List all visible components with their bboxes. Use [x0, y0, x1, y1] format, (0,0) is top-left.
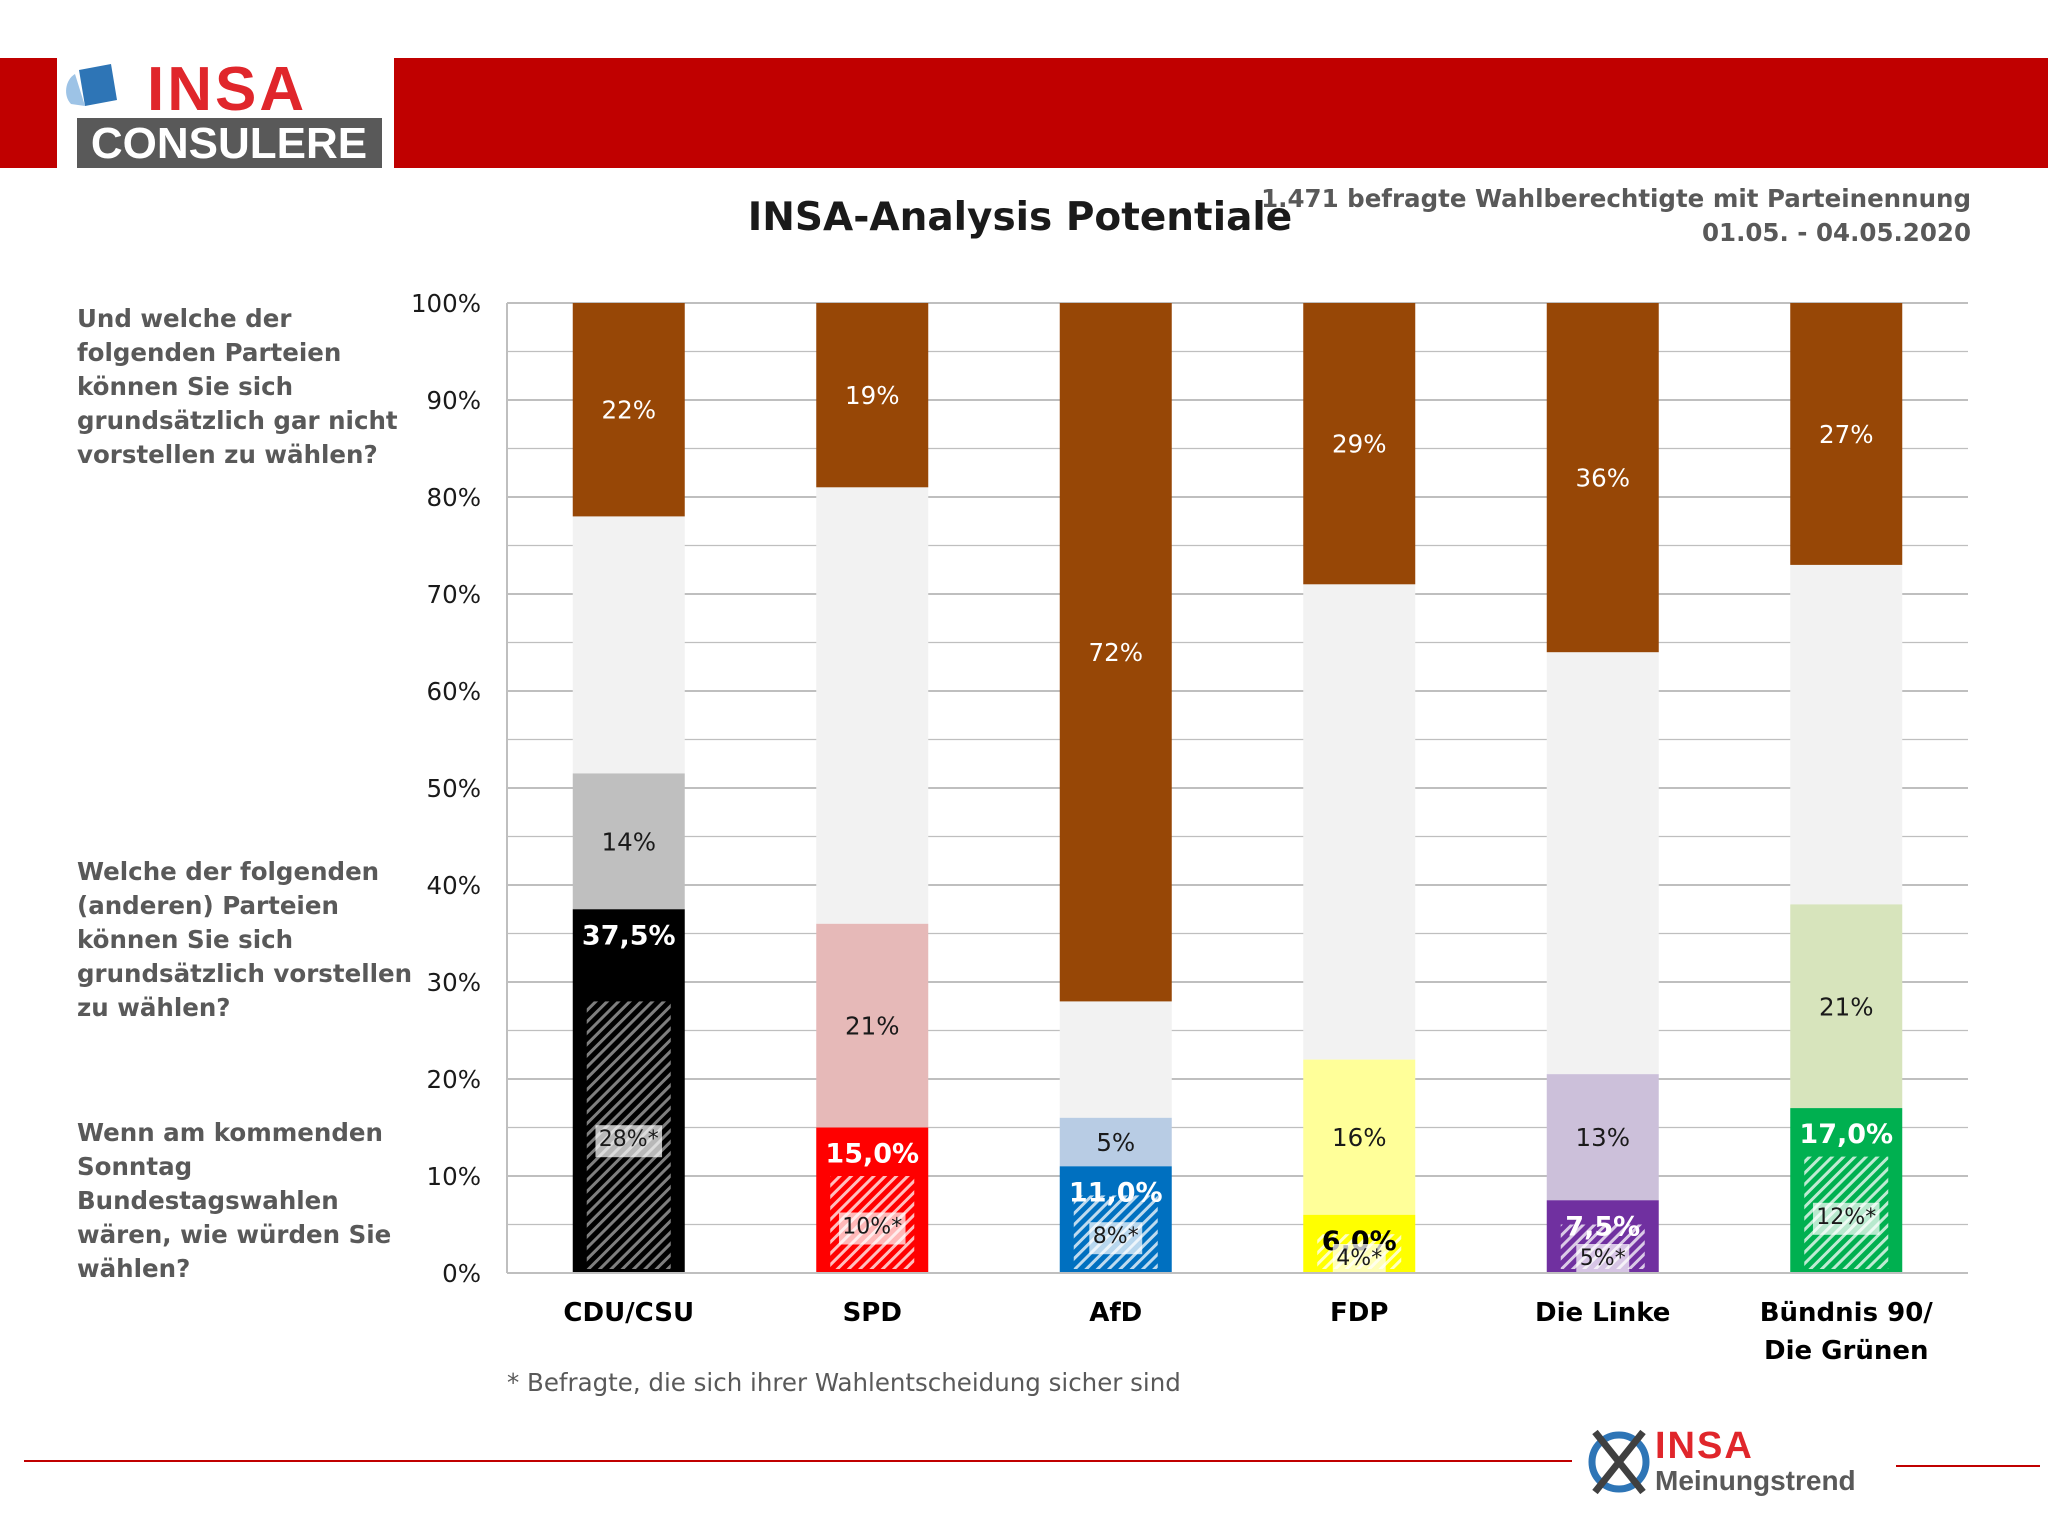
- logo-consulere-text: CONSULERE: [91, 119, 367, 168]
- label-vote: 15,0%: [825, 1139, 919, 1170]
- insa-meinungstrend-logo: INSA Meinungstrend: [1585, 1422, 1885, 1502]
- y-tick-label: 0%: [442, 1259, 481, 1288]
- bar-segment-could-vote: [1790, 904, 1903, 1109]
- bar-segment-could-vote: [572, 773, 685, 910]
- label-could-vote: 21%: [845, 1012, 899, 1041]
- x-category-label: Die Linke: [1535, 1298, 1670, 1328]
- question-could-vote: Welche der folgenden (anderen) Parteien …: [77, 857, 413, 1022]
- bar-segment-undecided: [816, 487, 929, 924]
- respondents-text: 1.471 befragte Wahlberechtigte mit Parte…: [1261, 184, 1971, 213]
- bar-segment-not-vote: [1059, 303, 1172, 1002]
- footer-line-right: [1896, 1465, 2040, 1467]
- label-could-vote: 16%: [1332, 1123, 1386, 1152]
- label-vote: 7,5%: [1565, 1211, 1640, 1242]
- y-tick-label: 70%: [427, 580, 481, 609]
- x-category-label: Die Grünen: [1764, 1336, 1929, 1366]
- bar-segment-not-vote: [1546, 303, 1659, 653]
- bar-segment-could-vote: [1546, 1074, 1659, 1201]
- footer-line-left: [24, 1460, 1572, 1462]
- bar-segment-could-vote: [1059, 1117, 1172, 1167]
- label-sure-voters: 28%*: [599, 1127, 659, 1152]
- logo-insa-text: INSA: [147, 58, 307, 124]
- label-sure-voters-box: [1089, 1222, 1143, 1255]
- bar-segment-not-vote: [572, 303, 685, 517]
- y-tick-label: 40%: [427, 871, 481, 900]
- y-tick-label: 60%: [427, 677, 481, 706]
- y-tick-label: 90%: [427, 386, 481, 415]
- insa-consulere-logo: INSA CONSULERE: [57, 58, 394, 174]
- label-could-vote: 21%: [1819, 992, 1873, 1021]
- bar-segment-could-vote: [1303, 1059, 1416, 1215]
- label-sure-voters-box: [1576, 1244, 1630, 1276]
- label-not-vote: 29%: [1332, 430, 1386, 459]
- bar-segment-undecided: [1546, 652, 1659, 1075]
- question-not-vote: Und welche der folgenden Parteien können…: [77, 304, 398, 469]
- bar-segment-undecided: [1303, 584, 1416, 1060]
- footer-insa-text: INSA: [1655, 1425, 1754, 1467]
- y-tick-label: 10%: [427, 1162, 481, 1191]
- label-sure-voters-box: [1332, 1244, 1386, 1276]
- x-category-label: FDP: [1330, 1298, 1388, 1328]
- date-range-text: 01.05. - 04.05.2020: [1701, 218, 1971, 247]
- label-not-vote: 27%: [1819, 420, 1873, 449]
- y-tick-label: 30%: [427, 968, 481, 997]
- label-sure-voters-box: [838, 1212, 906, 1245]
- label-sure-voters: 5%*: [1580, 1246, 1626, 1271]
- label-sure-voters: 10%*: [842, 1215, 902, 1240]
- label-vote: 17,0%: [1799, 1119, 1893, 1150]
- x-category-label: AfD: [1089, 1298, 1142, 1328]
- chart-title: INSA-Analysis Potentiale: [747, 195, 1293, 240]
- question-sunday: Wenn am kommenden Sonntag Bundestagswahl…: [77, 1118, 392, 1283]
- x-category-label: CDU/CSU: [563, 1298, 694, 1328]
- footer-meinungstrend-text: Meinungstrend: [1655, 1465, 1856, 1496]
- survey-meta: 1.471 befragte Wahlberechtigte mit Parte…: [1261, 182, 1971, 250]
- y-tick-label: 20%: [427, 1065, 481, 1094]
- footnote: * Befragte, die sich ihrer Wahlentscheid…: [507, 1368, 1181, 1397]
- label-could-vote: 14%: [602, 827, 656, 856]
- label-vote: 11,0%: [1069, 1177, 1163, 1208]
- label-not-vote: 19%: [845, 381, 899, 410]
- label-sure-voters-box: [1812, 1202, 1880, 1235]
- bar-segment-could-vote: [816, 923, 929, 1128]
- label-could-vote: 13%: [1576, 1123, 1630, 1152]
- label-could-vote: 5%: [1096, 1128, 1135, 1157]
- bar-segment-undecided: [1790, 564, 1903, 905]
- y-tick-label: 50%: [427, 774, 481, 803]
- y-tick-label: 100%: [411, 289, 481, 318]
- bar-segment-undecided: [1059, 1001, 1172, 1118]
- bar-segment-undecided: [572, 516, 685, 774]
- label-vote: 37,5%: [582, 920, 676, 951]
- stacked-bar-chart: 0% 10% 20% 30% 40% 50% 60% 70% 80% 90% 100% 22% 14% 3…: [411, 289, 1968, 1366]
- label-not-vote: 22%: [602, 396, 656, 425]
- label-sure-voters: 12%*: [1816, 1205, 1876, 1230]
- x-category-label: SPD: [843, 1298, 902, 1328]
- label-not-vote: 72%: [1089, 638, 1143, 667]
- bar-segment-not-vote: [816, 303, 929, 488]
- y-tick-label: 80%: [427, 483, 481, 512]
- x-category-label: Bündnis 90/: [1760, 1298, 1934, 1328]
- label-sure-voters: 8%*: [1093, 1224, 1139, 1249]
- bar-segment-not-vote: [1790, 303, 1903, 565]
- label-sure-voters: 4%*: [1336, 1246, 1382, 1271]
- label-not-vote: 36%: [1576, 464, 1630, 493]
- label-sure-voters-box: [595, 1125, 663, 1158]
- bar-segment-not-vote: [1303, 303, 1416, 585]
